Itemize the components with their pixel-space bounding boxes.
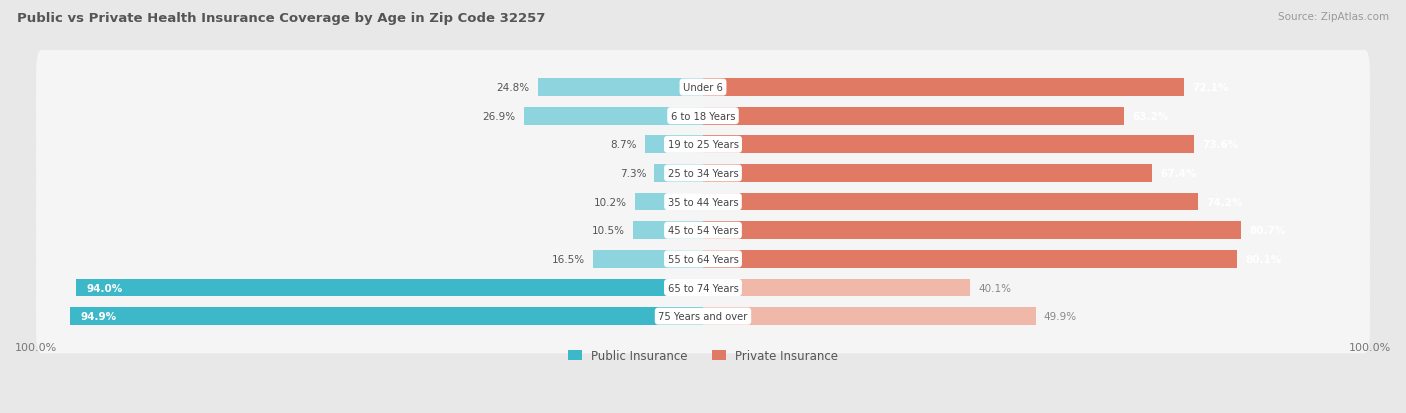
Text: 67.4%: 67.4% xyxy=(1160,169,1197,178)
Text: 65 to 74 Years: 65 to 74 Years xyxy=(668,283,738,293)
Text: 40.1%: 40.1% xyxy=(979,283,1011,293)
Text: 10.5%: 10.5% xyxy=(592,225,626,236)
Text: 75 Years and over: 75 Years and over xyxy=(658,311,748,321)
Bar xyxy=(633,222,703,240)
Text: 26.9%: 26.9% xyxy=(482,112,516,121)
Text: 6 to 18 Years: 6 to 18 Years xyxy=(671,112,735,121)
FancyBboxPatch shape xyxy=(37,279,1369,354)
Bar xyxy=(703,136,1194,154)
Bar xyxy=(523,107,703,125)
FancyBboxPatch shape xyxy=(37,251,1369,325)
Text: 10.2%: 10.2% xyxy=(593,197,627,207)
Text: 25 to 34 Years: 25 to 34 Years xyxy=(668,169,738,178)
Bar xyxy=(703,107,1125,125)
Text: 94.0%: 94.0% xyxy=(86,283,122,293)
Bar xyxy=(593,250,703,268)
Bar xyxy=(654,165,703,183)
Bar xyxy=(703,79,1184,97)
FancyBboxPatch shape xyxy=(37,108,1369,182)
Text: 49.9%: 49.9% xyxy=(1043,311,1077,321)
FancyBboxPatch shape xyxy=(37,165,1369,239)
Text: 80.1%: 80.1% xyxy=(1246,254,1281,264)
Text: 16.5%: 16.5% xyxy=(551,254,585,264)
FancyBboxPatch shape xyxy=(37,79,1369,154)
Text: 72.1%: 72.1% xyxy=(1192,83,1229,93)
Bar xyxy=(76,279,703,297)
Bar xyxy=(645,136,703,154)
Text: 80.7%: 80.7% xyxy=(1249,225,1285,236)
FancyBboxPatch shape xyxy=(37,194,1369,268)
Bar xyxy=(70,308,703,325)
Text: 94.9%: 94.9% xyxy=(80,311,117,321)
Text: 63.2%: 63.2% xyxy=(1132,112,1168,121)
Text: 24.8%: 24.8% xyxy=(496,83,530,93)
Bar xyxy=(636,193,703,211)
Text: 73.6%: 73.6% xyxy=(1202,140,1239,150)
Bar xyxy=(703,279,970,297)
Bar xyxy=(703,308,1036,325)
Text: Under 6: Under 6 xyxy=(683,83,723,93)
FancyBboxPatch shape xyxy=(37,222,1369,297)
Bar xyxy=(703,222,1241,240)
Text: 55 to 64 Years: 55 to 64 Years xyxy=(668,254,738,264)
Bar xyxy=(537,79,703,97)
Bar xyxy=(703,250,1237,268)
FancyBboxPatch shape xyxy=(37,136,1369,211)
Text: Source: ZipAtlas.com: Source: ZipAtlas.com xyxy=(1278,12,1389,22)
Text: 19 to 25 Years: 19 to 25 Years xyxy=(668,140,738,150)
FancyBboxPatch shape xyxy=(37,51,1369,125)
Text: 7.3%: 7.3% xyxy=(620,169,647,178)
Legend: Public Insurance, Private Insurance: Public Insurance, Private Insurance xyxy=(564,345,842,367)
Text: 8.7%: 8.7% xyxy=(610,140,637,150)
Text: 45 to 54 Years: 45 to 54 Years xyxy=(668,225,738,236)
Bar xyxy=(703,165,1153,183)
Text: 74.2%: 74.2% xyxy=(1206,197,1243,207)
Bar xyxy=(703,193,1198,211)
Text: Public vs Private Health Insurance Coverage by Age in Zip Code 32257: Public vs Private Health Insurance Cover… xyxy=(17,12,546,25)
Text: 35 to 44 Years: 35 to 44 Years xyxy=(668,197,738,207)
